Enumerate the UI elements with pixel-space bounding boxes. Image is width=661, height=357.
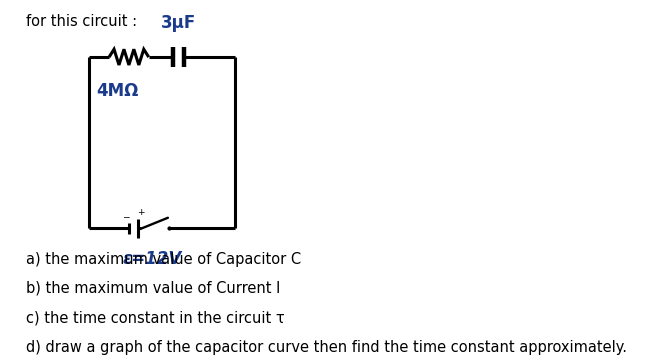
Text: 3μF: 3μF xyxy=(161,14,196,32)
Text: c) the time constant in the circuit τ: c) the time constant in the circuit τ xyxy=(26,310,285,325)
Text: +: + xyxy=(137,208,145,217)
Text: for this circuit :: for this circuit : xyxy=(26,14,137,29)
Text: b) the maximum value of Current I: b) the maximum value of Current I xyxy=(26,281,281,296)
Text: a) the maximum value of Capacitor C: a) the maximum value of Capacitor C xyxy=(26,252,301,267)
Text: d) draw a graph of the capacitor curve then find the time constant approximately: d) draw a graph of the capacitor curve t… xyxy=(26,340,627,355)
Text: 4MΩ: 4MΩ xyxy=(96,82,138,100)
Text: ε=12V: ε=12V xyxy=(122,250,182,268)
Text: −: − xyxy=(122,212,130,221)
